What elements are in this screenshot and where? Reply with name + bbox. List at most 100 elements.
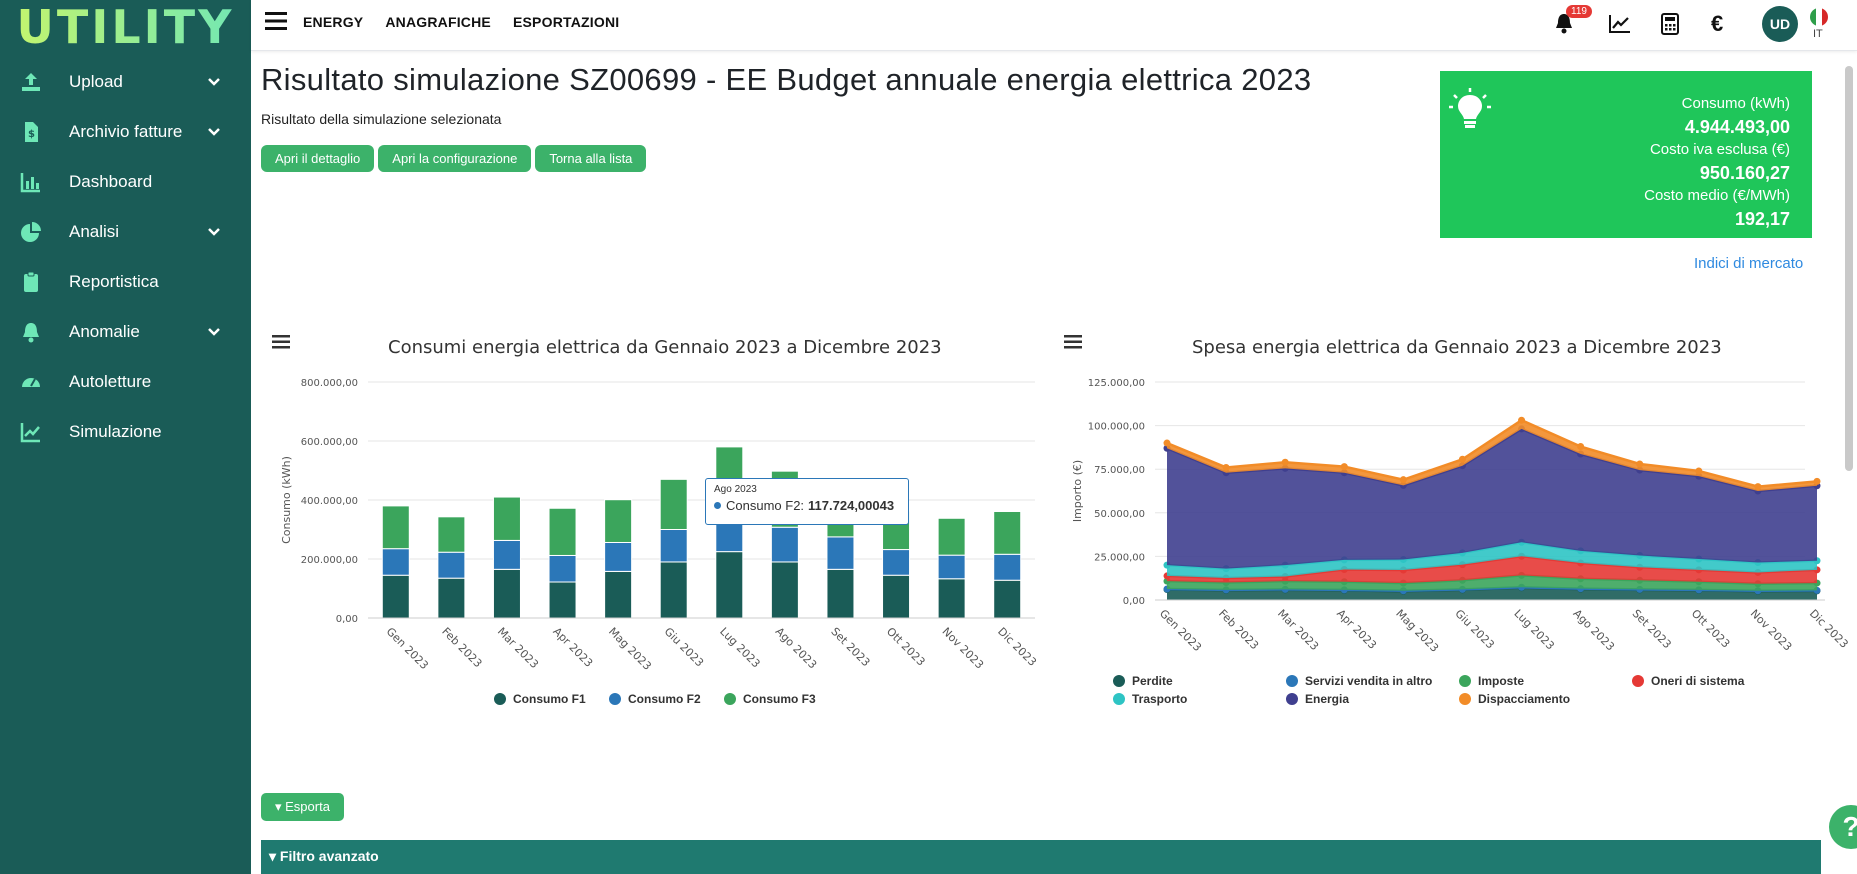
legend-item[interactable]: Consumo F3 <box>724 692 816 706</box>
legend-item[interactable]: Trasporto <box>1113 692 1187 706</box>
help-icon[interactable]: ? <box>1829 805 1857 849</box>
legend-item[interactable]: Imposte <box>1459 674 1524 688</box>
top-menu-esportazioni[interactable]: ESPORTAZIONI <box>512 14 620 30</box>
legend-dot <box>1459 693 1471 705</box>
y-tick-label: 75.000,00 <box>1094 465 1145 476</box>
legend-item[interactable]: Oneri di sistema <box>1632 674 1744 688</box>
legend-item[interactable]: Energia <box>1286 692 1349 706</box>
gauge-icon <box>20 371 42 393</box>
kpi-medio-value: 192,17 <box>1734 209 1790 229</box>
area-series-line <box>1166 554 1818 580</box>
y-tick-label: 200.000,00 <box>301 555 358 566</box>
top-menu-energy[interactable]: ENERGY <box>303 14 364 30</box>
legend-label: Consumo F2 <box>628 692 701 706</box>
bar-segment <box>492 496 521 541</box>
data-point <box>1163 439 1171 447</box>
page-title: Risultato simulazione SZ00699 - EE Budge… <box>261 62 1312 97</box>
bar-segment <box>770 561 799 619</box>
chevron-down-icon[interactable] <box>199 77 229 87</box>
legend-dot <box>1632 675 1644 687</box>
x-tick-label: Feb 2023 <box>1216 607 1261 652</box>
chart-menu-icon[interactable] <box>1064 334 1082 355</box>
legend-item[interactable]: Consumo F1 <box>494 692 586 706</box>
sidebar-item-label: Reportistica <box>69 272 159 291</box>
scrollbar[interactable] <box>1845 66 1853 471</box>
hamburger-menu-icon[interactable] <box>265 11 289 36</box>
chevron-down-icon[interactable] <box>199 227 229 237</box>
x-tick-label: Apr 2023 <box>550 625 595 670</box>
legend-item[interactable]: Servizi vendita in altro <box>1286 674 1432 688</box>
data-point <box>1458 455 1466 463</box>
legend-dot <box>1286 693 1298 705</box>
bar-segment <box>437 577 466 619</box>
x-tick-label: Ago 2023 <box>1571 607 1617 653</box>
bar-segment <box>937 578 966 619</box>
tooltip-series-dot <box>714 502 721 509</box>
market-indices-link[interactable]: Indici di mercato <box>1694 255 1804 272</box>
area-series <box>1167 575 1817 591</box>
svg-text:$: $ <box>28 129 35 140</box>
bar-segment <box>826 536 855 570</box>
sidebar-item-upload[interactable]: Upload <box>0 57 251 107</box>
filter-label: Filtro avanzato <box>279 848 379 864</box>
sidebar-item-label: Anomalie <box>69 322 140 341</box>
bar-segment <box>492 568 521 619</box>
avatar[interactable]: UD <box>1762 6 1798 42</box>
chart-menu-icon[interactable] <box>272 334 290 355</box>
sidebar-item-archivio-fatture[interactable]: $ Archivio fatture <box>0 107 251 157</box>
x-tick-label: Dic 2023 <box>1807 607 1851 651</box>
sidebar-item-dashboard[interactable]: Dashboard <box>0 157 251 207</box>
sidebar-item-label: Autoletture <box>69 372 152 391</box>
notification-badge: 119 <box>1566 5 1592 18</box>
tooltip-series-name: Consumo F2 <box>726 498 801 513</box>
legend-item[interactable]: Dispacciamento <box>1459 692 1570 706</box>
open-config-button[interactable]: Apri la configurazione <box>378 145 532 172</box>
italy-flag-icon[interactable] <box>1810 8 1828 26</box>
bell-icon[interactable] <box>1553 12 1575 39</box>
language-label[interactable]: IT <box>1813 28 1823 40</box>
sidebar-item-anomalie[interactable]: Anomalie <box>0 307 251 357</box>
y-tick-label: 600.000,00 <box>301 437 358 448</box>
legend-dot <box>494 693 506 705</box>
bar-segment <box>826 568 855 619</box>
area-series-line <box>1166 427 1818 493</box>
upload-icon <box>20 71 42 93</box>
legend-dot <box>724 693 736 705</box>
sidebar-item-autoletture[interactable]: Autoletture <box>0 357 251 407</box>
legend-label: Servizi vendita in altro <box>1305 674 1433 688</box>
legend-item[interactable]: Perdite <box>1113 674 1173 688</box>
bar-chart-icon <box>20 171 42 193</box>
x-tick-label: Nov 2023 <box>1748 607 1795 654</box>
back-to-list-button[interactable]: Torna alla lista <box>535 145 647 172</box>
calculator-icon[interactable] <box>1661 13 1679 40</box>
sidebar-item-label: Analisi <box>69 222 120 241</box>
x-tick-label: Ott 2023 <box>884 625 928 669</box>
bar-segment <box>715 551 744 619</box>
sidebar-item-reportistica[interactable]: Reportistica <box>0 257 251 307</box>
x-tick-label: Giu 2023 <box>1452 607 1497 652</box>
legend-label: Oneri di sistema <box>1651 674 1745 688</box>
legend-item[interactable]: Consumo F2 <box>609 692 701 706</box>
bar-segment <box>381 505 410 550</box>
export-button[interactable]: ▾ Esporta <box>261 793 344 821</box>
chart-title: Spesa energia elettrica da Gennaio 2023 … <box>1192 337 1722 358</box>
chevron-down-icon[interactable] <box>199 327 229 337</box>
data-point <box>1813 477 1821 485</box>
sidebar-item-analisi[interactable]: Analisi <box>0 207 251 257</box>
x-tick-label: Feb 2023 <box>439 625 484 670</box>
sidebar-item-simulazione[interactable]: Simulazione <box>0 407 251 457</box>
top-menu-anagrafiche[interactable]: ANAGRAFICHE <box>385 14 491 30</box>
euro-icon[interactable]: € <box>1711 11 1724 36</box>
chevron-down-icon[interactable] <box>199 127 229 137</box>
bar-segment <box>381 574 410 619</box>
kpi-costo-value: 950.160,27 <box>1699 163 1790 183</box>
bar-segment <box>437 516 466 553</box>
y-tick-label: 25.000,00 <box>1094 552 1145 563</box>
trend-chart-icon[interactable] <box>1609 14 1631 39</box>
bell-icon <box>20 321 42 343</box>
data-point <box>1577 443 1585 451</box>
advanced-filter-bar[interactable]: ▾ Filtro avanzato <box>261 840 1821 874</box>
bar-segment <box>659 561 688 619</box>
open-detail-button[interactable]: Apri il dettaglio <box>261 145 375 172</box>
